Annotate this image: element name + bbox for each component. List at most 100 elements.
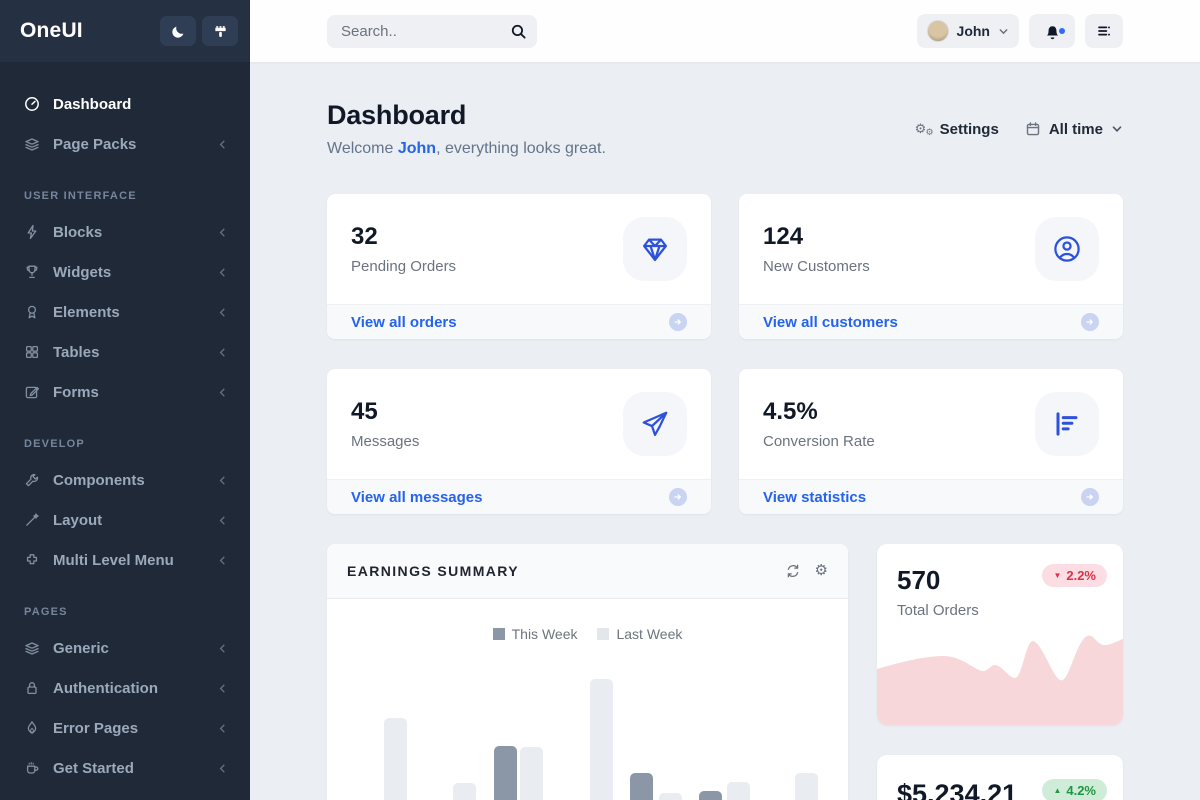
earnings-bar <box>659 793 682 800</box>
refresh-icon[interactable] <box>785 563 801 579</box>
stat-footer-link[interactable]: View all messages <box>327 479 711 514</box>
sidebar-item-get-started[interactable]: Get Started <box>0 748 250 788</box>
earnings-bar <box>494 746 517 800</box>
stat-footer-link[interactable]: View statistics <box>739 479 1123 514</box>
sidebar-item-page-packs[interactable]: Page Packs <box>0 124 250 164</box>
sidebar-item-label: Tables <box>53 343 100 361</box>
caret-down-icon: ▼ <box>1053 571 1062 580</box>
legend-item-this-week[interactable]: This Week <box>492 626 578 642</box>
sidebar-item-label: Forms <box>53 383 99 401</box>
arrow-right-circle-icon <box>1081 488 1099 506</box>
sidebar-item-label: Widgets <box>53 263 112 281</box>
bar-chart-icon <box>1035 392 1099 456</box>
earnings-bar <box>630 773 653 800</box>
dark-mode-button[interactable] <box>160 16 196 46</box>
welcome-suffix: , everything looks great. <box>436 140 606 157</box>
stat-value: 124 <box>763 223 804 250</box>
stat-card-messages: 45 Messages View all messages <box>327 369 711 514</box>
panel-title: EARNINGS SUMMARY <box>347 563 519 579</box>
side-overlay-button[interactable] <box>1085 14 1123 48</box>
person-circle-icon <box>1035 217 1099 281</box>
stat-value: 45 <box>351 398 378 425</box>
sidebar-item-layout[interactable]: Layout <box>0 500 250 540</box>
delta-badge-up: ▲ 4.2% <box>1042 779 1107 800</box>
earnings-bar <box>590 679 613 800</box>
total-earnings-value: $5,234.21 <box>897 779 1018 800</box>
sidebar-item-label: Error Pages <box>53 719 139 737</box>
page-actions: ⚙ ⚙ Settings All time <box>915 121 1123 138</box>
total-orders-value: 570 <box>897 565 941 595</box>
sidebar-section-heading: USER INTERFACE <box>24 190 137 202</box>
sidebar-item-components[interactable]: Components <box>0 460 250 500</box>
sidebar-item-generic[interactable]: Generic <box>0 628 250 668</box>
legend-item-last-week[interactable]: Last Week <box>597 626 682 642</box>
chevron-down-icon <box>998 26 1009 37</box>
view-statistics-link[interactable]: View statistics <box>763 488 867 506</box>
sidebar-item-multi-level-menu[interactable]: Multi Level Menu <box>0 540 250 580</box>
chevron-left-icon <box>217 515 228 526</box>
view-all-messages-link[interactable]: View all messages <box>351 488 483 506</box>
earnings-bar <box>520 747 543 800</box>
theme-button[interactable] <box>202 16 238 46</box>
stat-body: 45 Messages <box>327 369 711 479</box>
layers-icon <box>24 640 40 656</box>
welcome-name[interactable]: John <box>397 140 437 157</box>
stat-footer-link[interactable]: View all customers <box>739 304 1123 339</box>
sidebar-header: OneUI <box>0 0 250 62</box>
stat-card-pending-orders: 32 Pending Orders View all orders <box>327 194 711 339</box>
sidebar-item-forms[interactable]: Forms <box>0 372 250 412</box>
avatar <box>926 20 949 42</box>
notifications-button[interactable] <box>1029 14 1075 48</box>
lock-icon <box>24 680 40 696</box>
sidebar-item-elements[interactable]: Elements <box>0 292 250 332</box>
stat-footer-link[interactable]: View all orders <box>327 304 711 339</box>
delta-badge-down: ▼ 2.2% <box>1042 564 1107 587</box>
delta-value: 4.2% <box>1066 783 1096 798</box>
user-menu-button[interactable]: John <box>916 14 1019 48</box>
page-head-text: Dashboard Welcome John, everything looks… <box>327 100 606 158</box>
page-content: Dashboard Welcome John, everything looks… <box>250 62 1200 800</box>
arrow-right-circle-icon <box>669 313 687 331</box>
sidebar-item-authentication[interactable]: Authentication <box>0 668 250 708</box>
magic-wand-icon <box>24 512 40 528</box>
stats-grid: 32 Pending Orders View all orders <box>327 194 1123 514</box>
settings-label: Settings <box>939 120 999 138</box>
chevron-left-icon <box>217 227 228 238</box>
paint-brush-icon <box>213 24 228 39</box>
chevron-left-icon <box>217 475 228 486</box>
earnings-bar <box>795 773 818 800</box>
sidebar-item-tables[interactable]: Tables <box>0 332 250 372</box>
sidebar-item-blocks[interactable]: Blocks <box>0 212 250 252</box>
sidebar-section-heading: PAGES <box>24 606 68 618</box>
trophy-icon <box>24 264 40 280</box>
gem-icon <box>623 217 687 281</box>
welcome-text: Welcome John, everything looks great. <box>327 140 606 158</box>
view-all-orders-link[interactable]: View all orders <box>351 313 457 331</box>
legend-label: This Week <box>511 626 578 642</box>
fire-icon <box>24 720 40 736</box>
chevron-left-icon <box>217 763 228 774</box>
chevron-left-icon <box>217 683 228 694</box>
chevron-left-icon <box>217 387 228 398</box>
settings-button[interactable]: ⚙ ⚙ Settings <box>915 121 999 138</box>
view-all-customers-link[interactable]: View all customers <box>763 313 898 331</box>
pencil-square-icon <box>24 384 40 400</box>
stat-body: 32 Pending Orders <box>327 194 711 304</box>
sidebar-item-dashboard[interactable]: Dashboard <box>0 84 250 124</box>
total-orders-label: Total Orders <box>897 602 979 619</box>
sidebar-item-error-pages[interactable]: Error Pages <box>0 708 250 748</box>
sidebar-item-widgets[interactable]: Widgets <box>0 252 250 292</box>
main-area: John <box>250 0 1200 800</box>
earnings-bar <box>453 783 476 800</box>
date-range-button[interactable]: All time <box>1025 121 1123 138</box>
chevron-left-icon <box>217 643 228 654</box>
topbar-actions: John <box>916 14 1123 48</box>
search-input[interactable] <box>341 22 510 40</box>
search-icon[interactable] <box>510 23 527 40</box>
search-box <box>327 14 537 48</box>
panel-settings-gear-icon[interactable]: ⚙ <box>814 562 828 579</box>
stat-value: 32 <box>351 223 378 250</box>
stat-card-conversion-rate: 4.5% Conversion Rate View statistics <box>739 369 1123 514</box>
top-header: John <box>250 0 1200 62</box>
